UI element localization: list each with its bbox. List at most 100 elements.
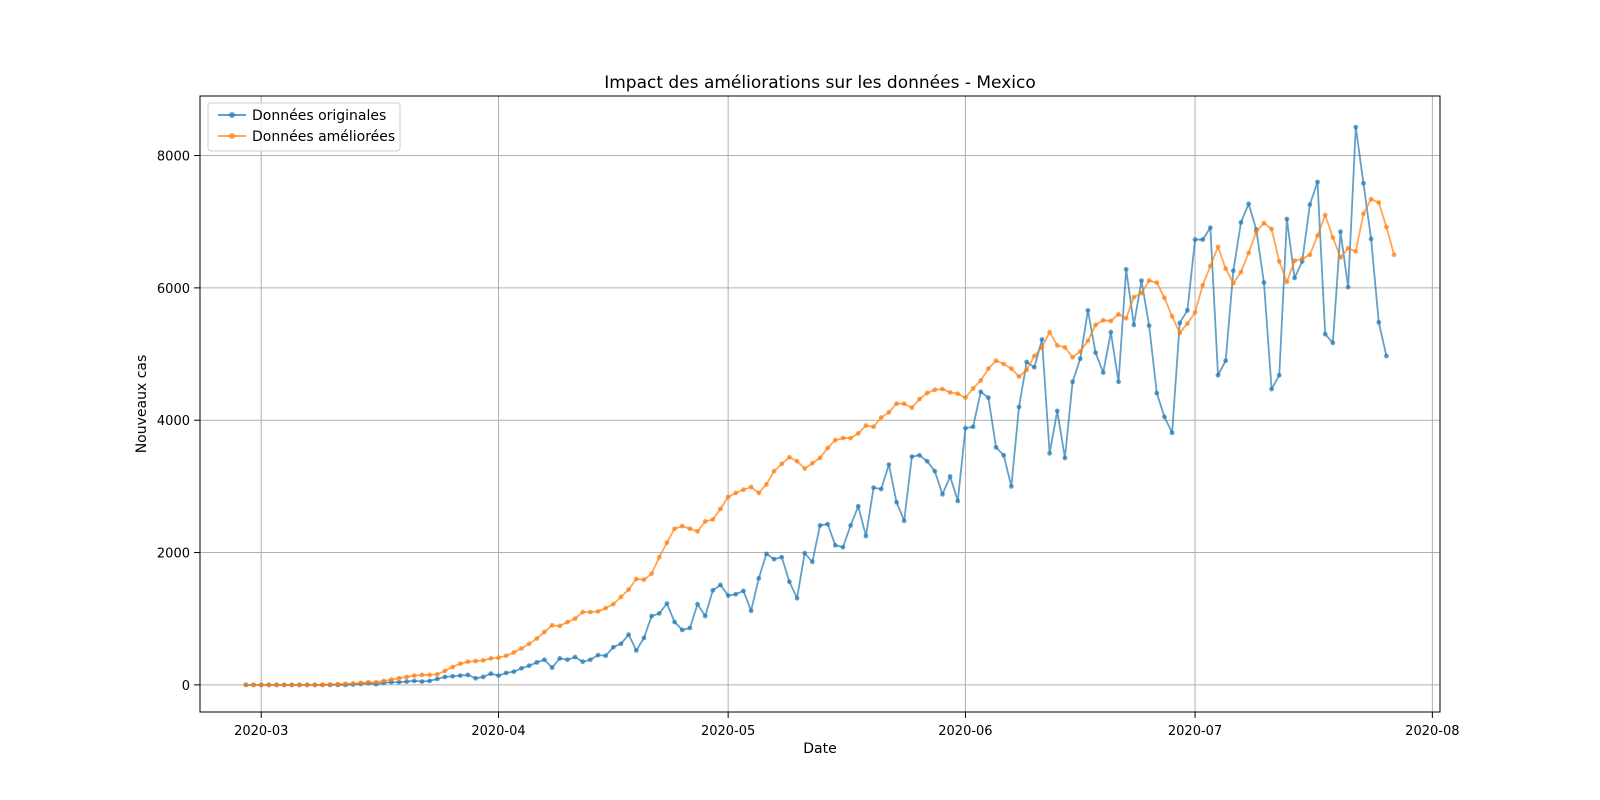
data-point — [1246, 201, 1252, 207]
data-point — [679, 627, 685, 633]
data-point — [603, 653, 609, 659]
data-point — [832, 542, 838, 548]
data-point — [1070, 379, 1075, 385]
data-point — [733, 490, 739, 496]
data-point — [1139, 290, 1144, 296]
data-point — [940, 386, 945, 392]
data-point — [718, 582, 723, 588]
data-point — [1284, 279, 1290, 285]
data-point — [970, 386, 976, 391]
data-point — [932, 468, 938, 474]
data-point — [304, 682, 310, 688]
data-point — [572, 654, 578, 660]
data-point — [1345, 245, 1351, 251]
data-point — [488, 656, 494, 661]
data-point — [549, 622, 555, 628]
data-point — [587, 657, 593, 663]
data-point — [320, 682, 325, 688]
data-point — [1384, 353, 1389, 359]
data-point — [741, 487, 746, 493]
data-point — [1215, 244, 1221, 250]
data-point — [1307, 202, 1313, 207]
data-point — [1024, 359, 1030, 365]
data-point — [924, 390, 930, 396]
data-point — [534, 636, 540, 641]
data-point — [894, 499, 899, 505]
data-point — [565, 657, 570, 663]
data-point — [901, 401, 907, 407]
data-point — [840, 544, 846, 550]
data-point — [1261, 220, 1267, 226]
data-point — [419, 672, 425, 678]
data-point — [366, 679, 371, 685]
data-point — [480, 657, 486, 663]
data-point — [986, 395, 991, 401]
data-point — [1154, 280, 1160, 285]
data-point — [587, 609, 593, 615]
data-point — [251, 682, 256, 688]
data-point — [1177, 320, 1183, 326]
data-point — [649, 613, 654, 619]
data-point — [764, 481, 769, 487]
data-point — [695, 528, 700, 534]
legend-label-originales: Données originales — [252, 108, 386, 124]
legend-box — [207, 102, 401, 152]
data-point — [343, 681, 348, 687]
x-axis-label: Date — [803, 741, 836, 757]
data-point — [794, 458, 800, 464]
data-point — [1253, 229, 1259, 235]
data-point — [496, 655, 501, 661]
chart-title: Impact des améliorations sur les données… — [604, 73, 1036, 93]
data-point — [1062, 455, 1068, 461]
data-point — [894, 401, 899, 407]
data-point — [725, 593, 731, 598]
legend-marker-ameliorees — [229, 133, 235, 139]
data-point — [756, 490, 762, 496]
data-point — [1276, 259, 1282, 264]
data-point — [1024, 367, 1030, 373]
data-point — [1062, 345, 1068, 350]
data-point — [1330, 235, 1336, 240]
data-point — [1016, 404, 1022, 410]
data-point — [450, 664, 455, 670]
data-point — [565, 619, 570, 625]
data-point — [580, 609, 586, 615]
data-point — [1008, 366, 1014, 371]
data-point — [297, 682, 302, 688]
x-tick-label: 2020-08 — [1405, 724, 1459, 739]
data-point — [266, 682, 272, 688]
data-point — [610, 601, 616, 607]
series-ameliorees — [243, 196, 1397, 688]
data-point — [909, 405, 915, 411]
data-point — [1108, 318, 1114, 324]
data-point — [1322, 331, 1328, 337]
data-point — [1238, 219, 1244, 225]
data-point — [1384, 224, 1389, 230]
data-point — [503, 653, 509, 659]
data-point — [1100, 317, 1106, 323]
legend-label-ameliorees: Données améliorées — [252, 129, 395, 145]
data-point — [725, 494, 731, 500]
data-point — [511, 669, 517, 675]
x-tick-label: 2020-07 — [1168, 724, 1222, 739]
y-tick-label: 2000 — [157, 547, 190, 562]
data-point — [779, 461, 785, 467]
data-point — [404, 679, 410, 684]
data-point — [756, 575, 762, 581]
data-point — [480, 674, 486, 680]
data-point — [1162, 295, 1167, 301]
data-point — [817, 523, 823, 528]
data-point — [1131, 322, 1137, 328]
data-point — [649, 571, 654, 577]
data-point — [519, 646, 524, 651]
data-point — [1368, 236, 1374, 242]
y-tick-label: 0 — [182, 679, 190, 694]
data-point — [1039, 345, 1045, 350]
data-point — [1054, 343, 1060, 348]
data-point — [1238, 269, 1244, 275]
data-point — [924, 458, 930, 464]
data-point — [786, 454, 792, 460]
data-point — [473, 675, 478, 681]
data-point — [1031, 353, 1037, 359]
data-point — [1276, 372, 1282, 378]
